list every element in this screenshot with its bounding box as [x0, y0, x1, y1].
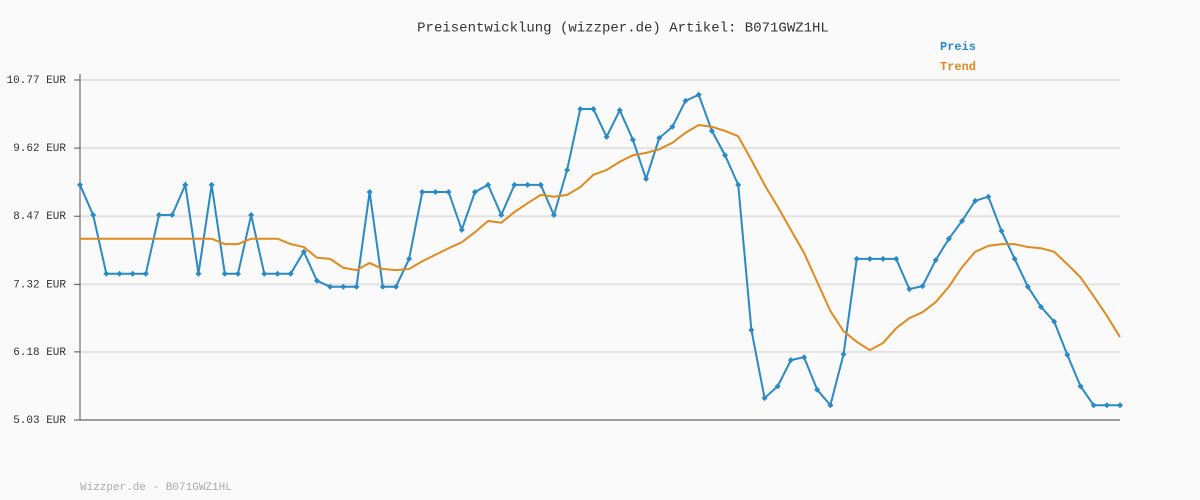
y-tick-label: 6.18 EUR [13, 347, 66, 359]
point-marker [787, 357, 794, 364]
point-marker [274, 270, 281, 277]
point-marker [116, 270, 123, 277]
point-marker [353, 283, 360, 290]
point-marker [129, 270, 136, 277]
point-marker [919, 283, 926, 290]
point-marker [1077, 383, 1084, 390]
point-marker [629, 136, 636, 143]
point-marker [406, 255, 413, 262]
series-line [80, 123, 1121, 352]
point-marker [669, 123, 676, 130]
point-marker [945, 235, 952, 242]
point-marker [485, 181, 492, 188]
series-line [79, 93, 1120, 408]
point-marker [340, 283, 347, 290]
point-marker [77, 181, 83, 188]
point-marker [524, 181, 531, 188]
point-marker [248, 212, 255, 219]
legend-entry: Preis [940, 40, 976, 54]
point-marker [511, 181, 518, 188]
point-marker [959, 217, 966, 224]
point-marker [564, 167, 571, 174]
point-marker [708, 127, 715, 134]
point-marker [1024, 283, 1031, 290]
point-marker [840, 351, 847, 358]
point-marker [419, 188, 426, 195]
footer: Wizzper.de - B071GWZ1HL [80, 482, 232, 494]
point-marker [142, 270, 149, 277]
point-marker [300, 248, 307, 255]
point-marker [103, 270, 110, 277]
point-marker [853, 255, 860, 262]
legend-entry: Trend [940, 60, 976, 74]
point-marker [932, 257, 939, 264]
point-marker [801, 354, 808, 361]
point-marker [169, 212, 176, 219]
chart-title: Preisentwicklung (wizzper.de) Artikel: B… [417, 21, 829, 37]
point-marker [814, 386, 821, 393]
y-tick-label: 10.77 EUR [7, 75, 67, 87]
point-marker [234, 270, 241, 277]
point-marker [827, 402, 834, 409]
point-marker [208, 181, 215, 188]
point-marker [1051, 318, 1058, 325]
point-marker [590, 106, 597, 113]
point-marker [695, 91, 702, 98]
point-marker [313, 277, 320, 284]
point-marker [866, 255, 873, 262]
point-marker [182, 181, 189, 188]
point-marker [445, 188, 452, 195]
point-marker [1011, 255, 1018, 262]
y-tick-label: 7.32 EUR [13, 279, 66, 291]
point-marker [287, 270, 294, 277]
point-marker [458, 226, 465, 233]
point-marker [432, 188, 439, 195]
point-marker [1090, 402, 1097, 409]
point-marker [761, 395, 768, 402]
point-marker [1117, 402, 1123, 409]
point-marker [748, 326, 755, 333]
point-marker [972, 197, 979, 204]
point-marker [195, 270, 202, 277]
point-marker [155, 212, 162, 219]
point-marker [643, 175, 650, 182]
point-marker [1064, 351, 1071, 358]
point-marker [1038, 303, 1045, 310]
point-marker [379, 283, 386, 290]
point-marker [577, 106, 584, 113]
y-tick-label: 9.62 EUR [13, 143, 66, 155]
point-marker [471, 188, 478, 195]
point-marker [656, 135, 663, 142]
point-marker [327, 283, 334, 290]
point-marker [893, 255, 900, 262]
point-marker [603, 133, 610, 140]
y-tick-label: 5.03 EUR [13, 415, 66, 427]
point-marker [221, 270, 228, 277]
point-marker [682, 97, 689, 104]
point-marker [261, 270, 268, 277]
point-marker [616, 107, 623, 114]
point-marker [985, 193, 992, 200]
point-marker [392, 283, 399, 290]
point-marker [1103, 402, 1110, 409]
point-marker [90, 212, 97, 219]
point-marker [880, 255, 887, 262]
point-marker [906, 286, 913, 293]
y-tick-label: 8.47 EUR [13, 211, 66, 223]
point-marker [774, 383, 781, 390]
point-marker [735, 181, 742, 188]
point-marker [998, 228, 1005, 235]
point-marker [550, 212, 557, 219]
point-marker [722, 152, 729, 159]
point-marker [366, 188, 373, 195]
point-marker [537, 181, 544, 188]
point-marker [498, 212, 505, 219]
